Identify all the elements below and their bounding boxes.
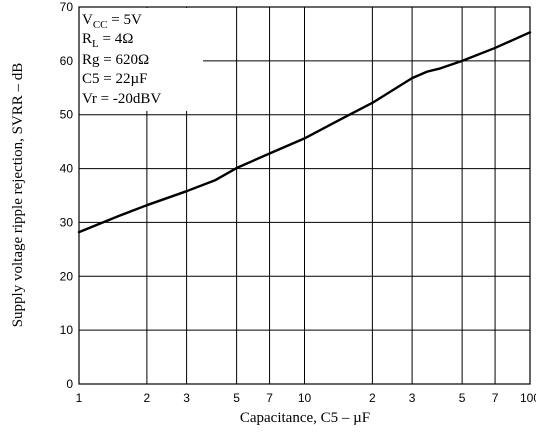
- x-tick-label: 1: [76, 391, 83, 405]
- y-tick-label: 40: [60, 162, 74, 176]
- vcc-condition: VCC = 5V: [82, 12, 142, 31]
- x-tick-label: 100: [520, 391, 536, 405]
- x-tick-label: 5: [233, 391, 240, 405]
- x-axis-label: Capacitance, C5 – µF: [240, 410, 370, 426]
- y-tick-label: 50: [60, 108, 74, 122]
- rg-condition: Rg = 620Ω: [82, 52, 149, 68]
- x-tick-label: 3: [409, 391, 416, 405]
- conditions-annotation: VCC = 5V RL = 4Ω Rg = 620Ω C5 = 22µF Vr …: [82, 12, 161, 107]
- y-tick-labels: 0 10 20 30 40 50 60 70: [60, 0, 74, 391]
- x-tick-labels: 1 2 3 5 7 10 2 3 5 7 100: [76, 391, 536, 405]
- x-tick-label: 10: [298, 391, 312, 405]
- y-tick-label: 30: [60, 215, 74, 229]
- conditions-box: [79, 8, 203, 111]
- x-tick-label: 7: [266, 391, 273, 405]
- rl-condition: RL = 4Ω: [82, 31, 133, 50]
- x-tick-label: 2: [369, 391, 376, 405]
- y-tick-label: 0: [66, 377, 73, 391]
- svrr-curve: [77, 31, 532, 234]
- y-tick-label: 70: [60, 0, 74, 14]
- plot-frame: [78, 6, 531, 385]
- x-tick-label: 2: [144, 391, 151, 405]
- x-tick-label: 5: [459, 391, 466, 405]
- x-tick-label: 7: [492, 391, 499, 405]
- c5-condition: C5 = 22µF: [82, 71, 147, 87]
- x-tick-label: 3: [183, 391, 190, 405]
- y-tick-label: 10: [60, 323, 74, 337]
- y-tick-label: 60: [60, 54, 74, 68]
- y-tick-label: 20: [60, 269, 74, 283]
- y-axis-label: Supply voltage ripple rejection, SVRR – …: [10, 63, 26, 328]
- vr-condition: Vr = -20dBV: [82, 91, 161, 107]
